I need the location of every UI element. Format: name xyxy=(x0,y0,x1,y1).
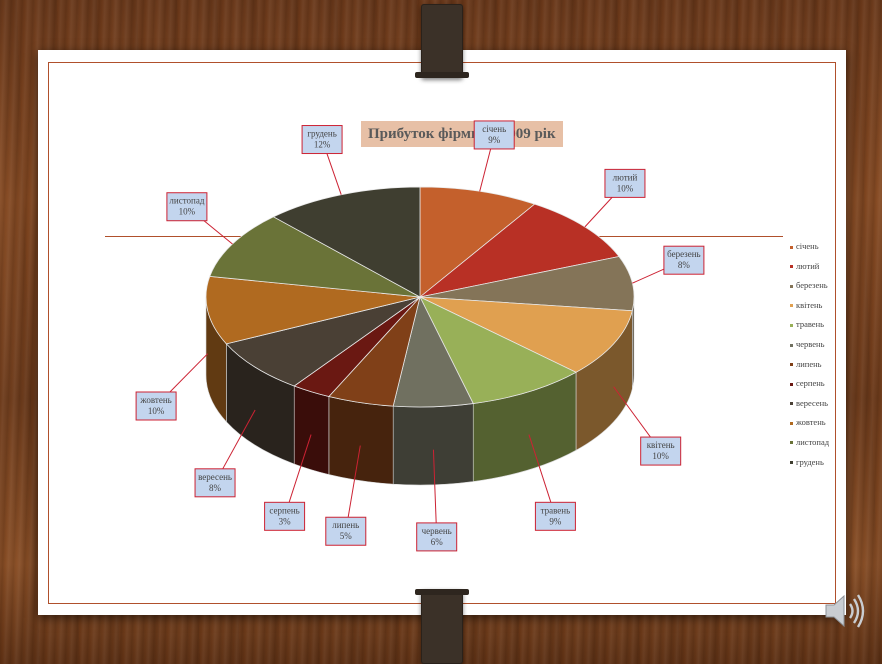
data-label-category-травень: травень xyxy=(541,505,571,515)
legend-label: липень xyxy=(796,358,822,369)
legend-item-листопад: листопад xyxy=(790,436,829,456)
legend-item-червень: червень xyxy=(790,338,829,358)
legend-swatch xyxy=(790,245,793,249)
data-label-box-червень xyxy=(416,522,458,552)
data-label-value-червень: 6% xyxy=(431,537,444,547)
legend-swatch xyxy=(790,382,793,386)
data-label-value-лютий: 10% xyxy=(617,183,634,193)
pie-slice-березень xyxy=(419,256,635,312)
data-label-category-грудень: грудень xyxy=(307,129,337,139)
legend-item-вересень: вересень xyxy=(790,397,829,417)
data-label-category-січень: січень xyxy=(482,124,506,134)
legend-item-лютий: лютий xyxy=(790,260,829,280)
legend-item-травень: травень xyxy=(790,318,829,338)
data-label-box-січень xyxy=(473,120,515,150)
pie-slice-січень xyxy=(419,186,536,298)
pie-side-серпень xyxy=(293,385,330,475)
legend-item-грудень: грудень xyxy=(790,456,829,476)
chart-legend: січень лютий березень квітень травень червень… xyxy=(790,240,829,475)
data-label-category-лютий: лютий xyxy=(613,172,638,182)
data-label-box-грудень xyxy=(301,125,343,155)
legend-swatch xyxy=(790,461,793,465)
legend-item-березень: березень xyxy=(790,279,829,299)
data-label-category-серпень: серпень xyxy=(269,505,299,515)
leader-line-червень xyxy=(432,449,438,537)
data-label-value-грудень: 12% xyxy=(314,140,331,150)
data-label-value-січень: 9% xyxy=(488,135,501,145)
legend-label: лютий xyxy=(796,260,820,271)
legend-label: травень xyxy=(796,319,825,330)
legend-label: квітень xyxy=(796,299,823,310)
pie-slice-квітень xyxy=(419,296,633,373)
bottom-clip xyxy=(415,589,469,664)
legend-item-жовтень: жовтень xyxy=(790,416,829,436)
legend-swatch xyxy=(790,402,793,406)
pie-slice-травень xyxy=(419,296,577,404)
legend-swatch xyxy=(790,343,793,347)
legend-swatch xyxy=(790,441,793,445)
data-label-category-червень: червень xyxy=(422,526,452,536)
data-label-category-липень: липень xyxy=(332,520,359,530)
data-label-value-листопад: 10% xyxy=(179,207,196,217)
data-label-value-квітень: 10% xyxy=(652,451,669,461)
data-label-box-вересень xyxy=(194,468,236,498)
data-label-value-серпень: 3% xyxy=(279,516,292,526)
data-label-value-вересень: 8% xyxy=(209,483,222,493)
legend-swatch xyxy=(790,284,793,288)
data-label-category-жовтень: жовтень xyxy=(139,395,171,405)
pie-side-червень xyxy=(392,403,474,486)
legend-swatch xyxy=(790,421,793,425)
data-label-value-жовтень: 10% xyxy=(148,406,165,416)
legend-item-квітень: квітень xyxy=(790,299,829,319)
top-clip xyxy=(415,4,469,78)
legend-label: січень xyxy=(796,241,819,251)
pie-top xyxy=(205,186,635,408)
data-label-value-травень: 9% xyxy=(549,516,562,526)
legend-swatch xyxy=(790,323,793,327)
legend-label: листопад xyxy=(796,436,830,447)
chart-title: Прибуток фірми за 2009 рік xyxy=(361,121,563,147)
legend-item-липень: липень xyxy=(790,358,829,378)
legend-label: грудень xyxy=(796,456,824,467)
data-label-box-серпень xyxy=(264,501,306,531)
legend-label: жовтень xyxy=(796,417,826,428)
data-label-box-квітень xyxy=(640,436,682,466)
legend-label: вересень xyxy=(796,397,829,408)
data-labels: січень9%лютий10%березень8%квітень10%трав… xyxy=(135,120,705,552)
data-label-category-березень: березень xyxy=(667,249,701,259)
data-label-box-липень xyxy=(325,516,367,546)
data-label-category-листопад: листопад xyxy=(169,196,204,206)
data-label-category-квітень: квітень xyxy=(647,440,675,450)
data-label-category-вересень: вересень xyxy=(198,472,232,482)
data-label-value-березень: 8% xyxy=(678,260,691,270)
legend-label: березень xyxy=(796,280,828,291)
data-label-box-березень xyxy=(663,245,705,275)
pie-slice-вересень xyxy=(225,296,421,387)
legend-item-січень: січень xyxy=(790,240,829,260)
legend-swatch xyxy=(790,265,793,269)
pie-slice-жовтень xyxy=(205,275,421,345)
data-label-box-травень xyxy=(534,501,576,531)
legend-swatch xyxy=(790,304,793,308)
legend-label: серпень xyxy=(796,378,825,389)
legend-item-серпень: серпень xyxy=(790,377,829,397)
pie-slice-лютий xyxy=(419,203,620,298)
legend-label: червень xyxy=(796,338,825,349)
legend-swatch xyxy=(790,363,793,367)
data-label-box-листопад xyxy=(166,192,208,222)
pie-side-липень xyxy=(328,396,394,485)
speaker-icon[interactable] xyxy=(820,586,870,636)
data-label-value-липень: 5% xyxy=(340,531,353,541)
data-label-box-лютий xyxy=(604,168,646,198)
data-label-box-жовтень xyxy=(135,391,177,421)
